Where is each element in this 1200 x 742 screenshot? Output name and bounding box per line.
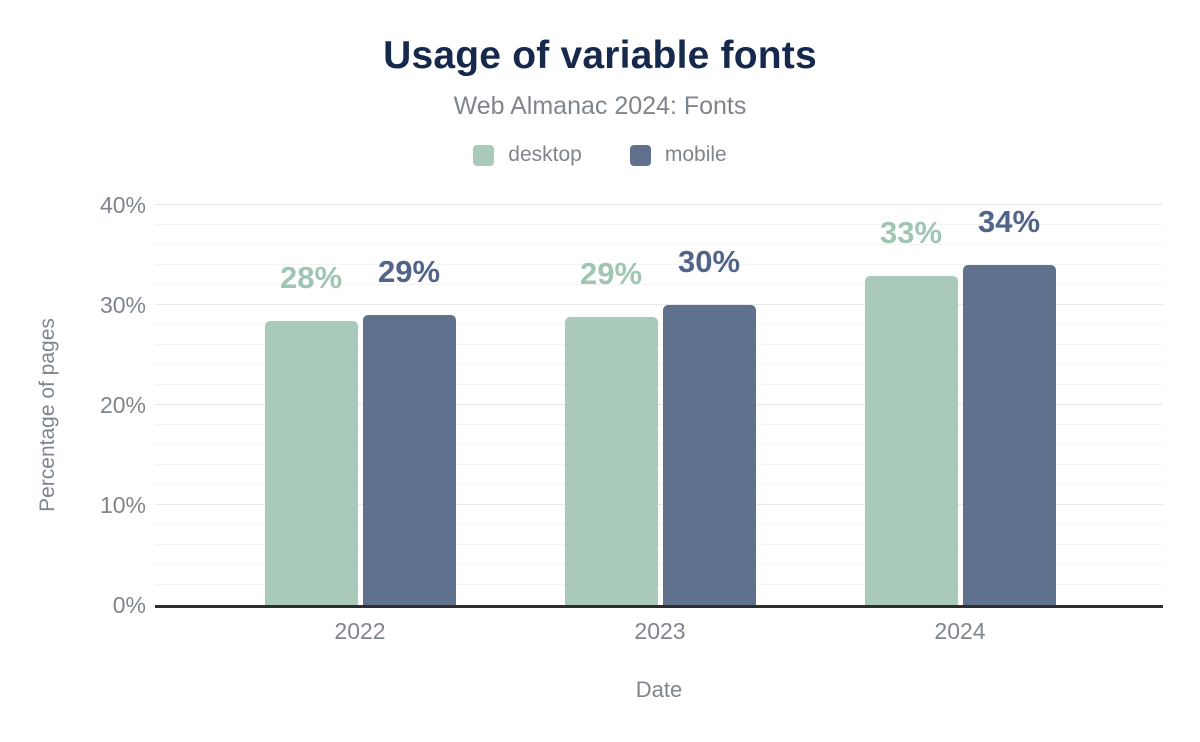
value-label-mobile-2024: 34% — [977, 204, 1041, 239]
bar-column-desktop-2023: 29% — [564, 256, 658, 605]
y-axis-title: Percentage of pages — [36, 318, 59, 512]
x-tick-label-2022: 2022 — [334, 618, 386, 644]
major-gridline — [155, 404, 1163, 405]
bar-desktop-2022[interactable] — [264, 321, 358, 605]
bar-group-2023: 29% 30% — [564, 244, 756, 605]
minor-gridline — [155, 284, 1163, 285]
minor-gridline — [155, 384, 1163, 385]
x-tick-label-2024: 2024 — [934, 618, 986, 644]
minor-gridline — [155, 584, 1163, 585]
bar-group-2022: 28% 29% — [264, 254, 456, 605]
legend-swatch-desktop-icon — [473, 144, 495, 166]
minor-gridline — [155, 224, 1163, 225]
bar-mobile-2024[interactable] — [962, 265, 1056, 605]
bar-desktop-2024[interactable] — [864, 276, 958, 605]
minor-gridline — [155, 544, 1163, 545]
legend-item-mobile[interactable]: mobile — [629, 143, 727, 167]
minor-gridline — [155, 344, 1163, 345]
value-label-mobile-2023: 30% — [677, 244, 741, 279]
legend-label-mobile: mobile — [664, 143, 727, 166]
minor-gridline — [155, 324, 1163, 325]
bar-group-2024: 33% 34% — [864, 204, 1056, 605]
bar-column-mobile-2022: 29% — [362, 254, 456, 605]
y-tick-label-10: 10% — [99, 492, 146, 518]
value-label-desktop-2022: 28% — [279, 260, 343, 295]
major-gridline — [155, 204, 1163, 205]
plot-area: 28% 29% 2022 29% 30% 2023 33% 34% 2024 — [155, 204, 1163, 644]
value-label-desktop-2024: 33% — [879, 215, 943, 250]
legend: desktop mobile — [0, 143, 1200, 167]
bar-column-desktop-2022: 28% — [264, 260, 358, 605]
minor-gridline — [155, 524, 1163, 525]
x-axis-title: Date — [635, 677, 683, 702]
value-label-mobile-2022: 29% — [377, 254, 441, 289]
minor-gridline — [155, 424, 1163, 425]
y-tick-label-30: 30% — [99, 292, 146, 318]
bar-column-desktop-2024: 33% — [864, 215, 958, 605]
bar-column-mobile-2024: 34% — [962, 204, 1056, 605]
y-tick-label-20: 20% — [99, 392, 146, 418]
legend-item-desktop[interactable]: desktop — [473, 143, 582, 167]
bar-mobile-2023[interactable] — [662, 305, 756, 605]
minor-gridline — [155, 564, 1163, 565]
bar-mobile-2022[interactable] — [362, 315, 456, 605]
chart-title: Usage of variable fonts — [383, 34, 817, 77]
minor-gridline — [155, 264, 1163, 265]
legend-label-desktop: desktop — [508, 143, 582, 166]
bar-column-mobile-2023: 30% — [662, 244, 756, 605]
value-label-desktop-2023: 29% — [579, 256, 643, 291]
minor-gridline — [155, 244, 1163, 245]
major-gridline — [155, 304, 1163, 305]
x-tick-label-2023: 2023 — [634, 618, 686, 644]
y-tick-label-0: 0% — [112, 592, 146, 618]
minor-gridline — [155, 464, 1163, 465]
y-tick-label-40: 40% — [99, 192, 146, 218]
minor-gridline — [155, 484, 1163, 485]
legend-swatch-mobile-icon — [629, 144, 651, 166]
minor-gridline — [155, 444, 1163, 445]
major-gridline — [155, 504, 1163, 505]
bar-desktop-2023[interactable] — [564, 317, 658, 605]
chart-subtitle: Web Almanac 2024: Fonts — [453, 92, 747, 120]
minor-gridline — [155, 364, 1163, 365]
